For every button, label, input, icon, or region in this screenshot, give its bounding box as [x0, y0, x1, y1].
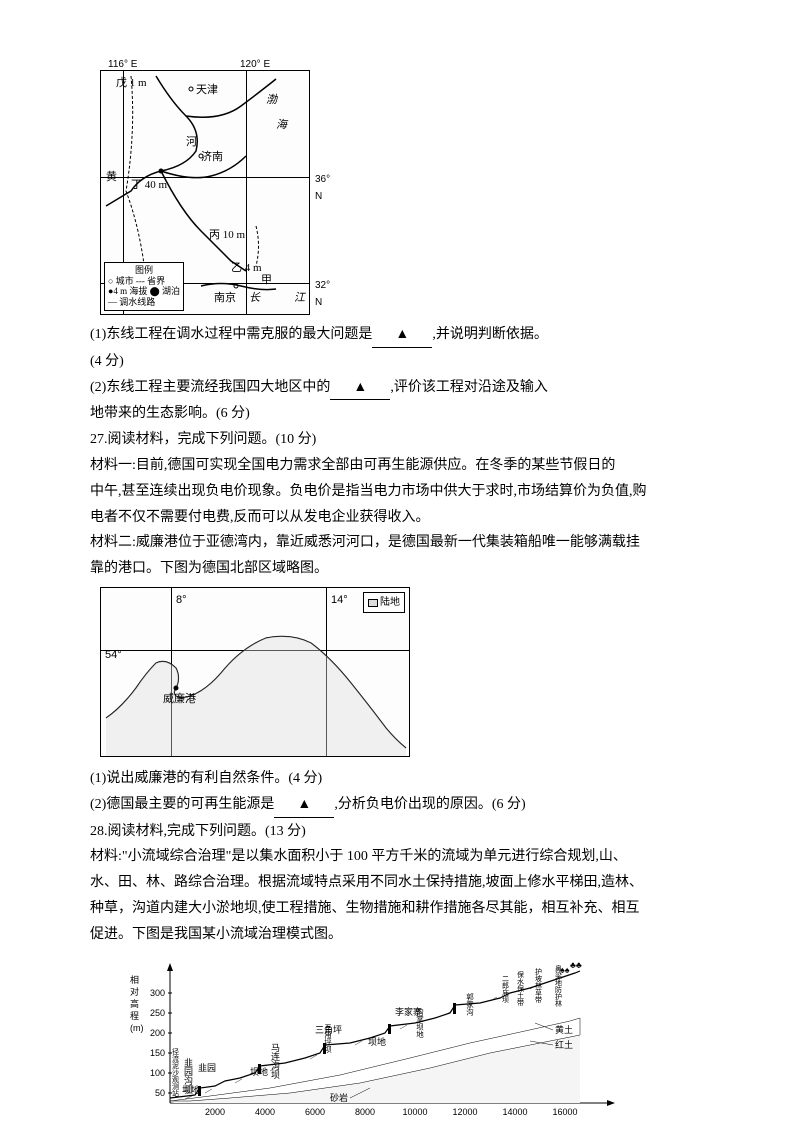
pt-wu: 戊 1 m [116, 74, 147, 93]
svg-text:坝地: 坝地 [368, 1036, 386, 1047]
q26-2: (2)东线工程主要流经我国四大地区中的 ▲ ,评价该工程对沿途及输入 [90, 376, 704, 401]
svg-text:300: 300 [150, 988, 165, 998]
svg-text:韭园沟坝: 韭园沟坝 [183, 1056, 193, 1094]
map2-port: 威廉港 [163, 690, 196, 709]
q26-1-tail: ,并说明判断依据。 [432, 327, 548, 342]
legend-title: 图例 [108, 265, 180, 276]
q28-l2: 水、田、林、路综合治理。根据流域特点采用不同水土保持措施,坡面上修水平梯田,造林… [90, 871, 704, 895]
svg-text:鼻梁地防护林: 鼻梁地防护林 [555, 964, 563, 1008]
svg-text:马连沟坝: 马连沟坝 [270, 1042, 280, 1079]
city-jinan: 济南 [201, 148, 223, 167]
svg-text:50: 50 [155, 1088, 165, 1098]
legend-item-0: ○ 城市 --- 省界 [108, 276, 180, 287]
chart3-svg: 50 100 150 200 250 300 2000 4000 6000 80… [110, 953, 630, 1128]
svg-text:4000: 4000 [255, 1107, 275, 1117]
pt-ding: 丁 40 m [131, 176, 167, 195]
svg-text:韭园: 韭园 [198, 1062, 216, 1073]
lat-32: 32° N [315, 277, 330, 311]
svg-text:10000: 10000 [402, 1107, 427, 1117]
q27-m1-l2: 中午,甚至连续出现负电价现象。负电价是指当电力市场中供大于求时,市场结算价为负值… [90, 480, 704, 504]
q28-l4: 促进。下图是我国某小流域治理模式图。 [90, 923, 704, 947]
svg-text:二郎庙坝: 二郎庙坝 [502, 975, 510, 1004]
blank-2: ▲ [330, 376, 390, 401]
q26-2-text: (2)东线工程主要流经我国四大地区中的 [90, 380, 330, 395]
q27-1: (1)说出威廉港的有利自然条件。(4 分) [90, 767, 704, 791]
sea-bo: 渤 [266, 91, 277, 110]
q28-title: 28.阅读材料,完成下列问题。(13 分) [90, 820, 704, 844]
svg-text:红土: 红土 [555, 1039, 573, 1050]
map1-legend: 图例 ○ 城市 --- 省界 ●4 m 海拔 ⬤ 湖泊 — 调水线路 [104, 262, 184, 311]
river-chang: 长 [249, 289, 260, 308]
chart3: 50 100 150 200 250 300 2000 4000 6000 80… [110, 953, 630, 1128]
pt-bing: 丙 10 m [209, 226, 245, 245]
q26-2-line2: 地带来的生态影响。(6 分) [90, 402, 704, 426]
q26-1-score: (4 分) [90, 350, 704, 374]
svg-text:沟掌坝地: 沟掌坝地 [415, 1006, 424, 1038]
map2-legend: 陆地 [363, 592, 405, 613]
pt-yi: 乙 4 m [231, 259, 262, 278]
svg-text:12000: 12000 [452, 1107, 477, 1117]
svg-text:250: 250 [150, 1008, 165, 1018]
map1-box: 36° N 32° N 戊 1 m 天津 渤 海 河 济南 黄 [100, 70, 310, 315]
q27-m1-l3: 电者不仅不需要付电费,反而可以从发电企业获得收入。 [90, 506, 704, 530]
lat-36: 36° N [315, 171, 330, 205]
svg-text:相: 相 [130, 974, 139, 985]
svg-text:保水保土带: 保水保土带 [517, 970, 525, 1007]
svg-text:14000: 14000 [502, 1107, 527, 1117]
svg-text:对: 对 [130, 986, 139, 997]
svg-text:2000: 2000 [205, 1107, 225, 1117]
svg-text:砂岩: 砂岩 [330, 1092, 348, 1103]
q28-l3: 种草，沟道内建大小淤地坝,使工程措施、生物措施和耕作措施各尽其能，相互补充、相互 [90, 897, 704, 921]
map2-box: 8° 14° 54° 威廉港 陆地 [100, 587, 410, 757]
q26-1: (1)东线工程在调水过程中需克服的最大问题是 ▲ ,并说明判断依据。 [90, 323, 704, 348]
q27-2b: ,分析负电价出现的原因。(6 分) [334, 797, 525, 812]
map2-coast [101, 588, 411, 758]
svg-text:(m): (m) [130, 1023, 144, 1033]
svg-text:8000: 8000 [355, 1107, 375, 1117]
map1-figure: 116° E 120° E 36° N 32° N [90, 70, 704, 315]
svg-text:黄土: 黄土 [555, 1024, 573, 1035]
svg-text:径流泥沙观测站: 径流泥沙观测站 [172, 1047, 180, 1098]
svg-text:16000: 16000 [552, 1107, 577, 1117]
svg-text:100: 100 [150, 1068, 165, 1078]
svg-text:高: 高 [130, 998, 139, 1009]
q27-title: 27.阅读材料，完成下列问题。(10 分) [90, 428, 704, 452]
svg-text:200: 200 [150, 1028, 165, 1038]
svg-text:♣♣: ♣♣ [570, 960, 582, 970]
sea-hai: 海 [276, 116, 287, 135]
svg-text:6000: 6000 [305, 1107, 325, 1117]
q27-m2-l2: 靠的港口。下图为德国北部区域略图。 [90, 557, 704, 581]
river-jiang: 江 [294, 289, 305, 308]
legend-item-1: ●4 m 海拔 ⬤ 湖泊 [108, 286, 180, 297]
q27-m2-l1: 材料二:威廉港位于亚德湾内，靠近威悉河河口，是德国最新一代集装箱船唯一能够满载挂 [90, 531, 704, 555]
svg-text:郭家沟: 郭家沟 [465, 991, 474, 1016]
q27-m1-l1: 材料一:目前,德国可实现全国电力需求全部由可再生能源供应。在冬季的某些节假日的 [90, 454, 704, 478]
blank-3: ▲ [274, 793, 334, 818]
q27-2: (2)德国最主要的可再生能源是 ▲ ,分析负电价出现的原因。(6 分) [90, 793, 704, 818]
legend-item-2: — 调水线路 [108, 297, 180, 308]
q26-2-tail: ,评价该工程对沿途及输入 [390, 380, 548, 395]
city-tianjin: 天津 [196, 81, 218, 100]
river-huang: 黄 [106, 168, 117, 187]
svg-text:三角坪坝: 三角坪坝 [323, 1023, 332, 1054]
q28-l1: 材料:"小流域综合治理"是以集水面积小于 100 平方千米的流域为单元进行综合规… [90, 845, 704, 869]
svg-text:护坡林草带: 护坡林草带 [535, 967, 543, 1004]
blank-1: ▲ [372, 323, 432, 348]
q26-1-text: (1)东线工程在调水过程中需克服的最大问题是 [90, 327, 372, 342]
map2-legend-text: 陆地 [380, 597, 400, 608]
city-nanjing: 南京 [214, 289, 236, 308]
svg-text:150: 150 [150, 1048, 165, 1058]
q27-2a: (2)德国最主要的可再生能源是 [90, 797, 274, 812]
svg-text:程: 程 [130, 1011, 139, 1021]
pt-jia: 甲 [261, 271, 272, 290]
river-he: 河 [186, 133, 197, 152]
svg-text:坝地: 坝地 [250, 1066, 268, 1077]
